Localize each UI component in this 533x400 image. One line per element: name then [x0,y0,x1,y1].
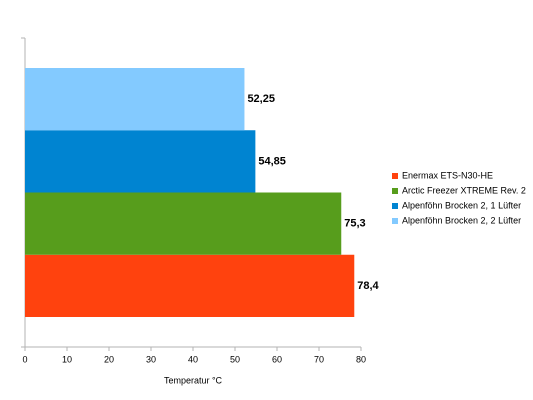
value-label: 52,25 [247,93,275,105]
value-label: 78,4 [357,280,379,292]
bar [25,68,245,131]
legend-swatch [392,203,398,209]
legend-swatch [392,188,398,194]
bar [25,192,342,255]
x-tick-label: 50 [230,354,240,364]
bar [25,254,355,317]
x-tick-label: 20 [104,354,114,364]
legend-swatch [392,218,398,224]
x-tick-label: 80 [356,354,366,364]
x-tick-label: 10 [62,354,72,364]
legend-swatch [392,173,398,179]
legend-label: Enermax ETS-N30-HE [402,170,493,180]
value-label: 54,85 [258,155,286,167]
x-tick-label: 40 [188,354,198,364]
legend-label: Alpenföhn Brocken 2, 1 Lüfter [402,200,521,210]
x-axis-title: Temperatur °C [164,375,223,385]
value-label: 75,3 [344,218,365,230]
legend-label: Alpenföhn Brocken 2, 2 Lüfter [402,215,521,225]
x-tick-label: 30 [146,354,156,364]
x-tick-label: 70 [314,354,324,364]
legend-label: Arctic Freezer XTREME Rev. 2 [402,185,526,195]
x-tick-label: 60 [272,354,282,364]
bar [25,130,256,193]
x-tick-label: 0 [22,354,27,364]
